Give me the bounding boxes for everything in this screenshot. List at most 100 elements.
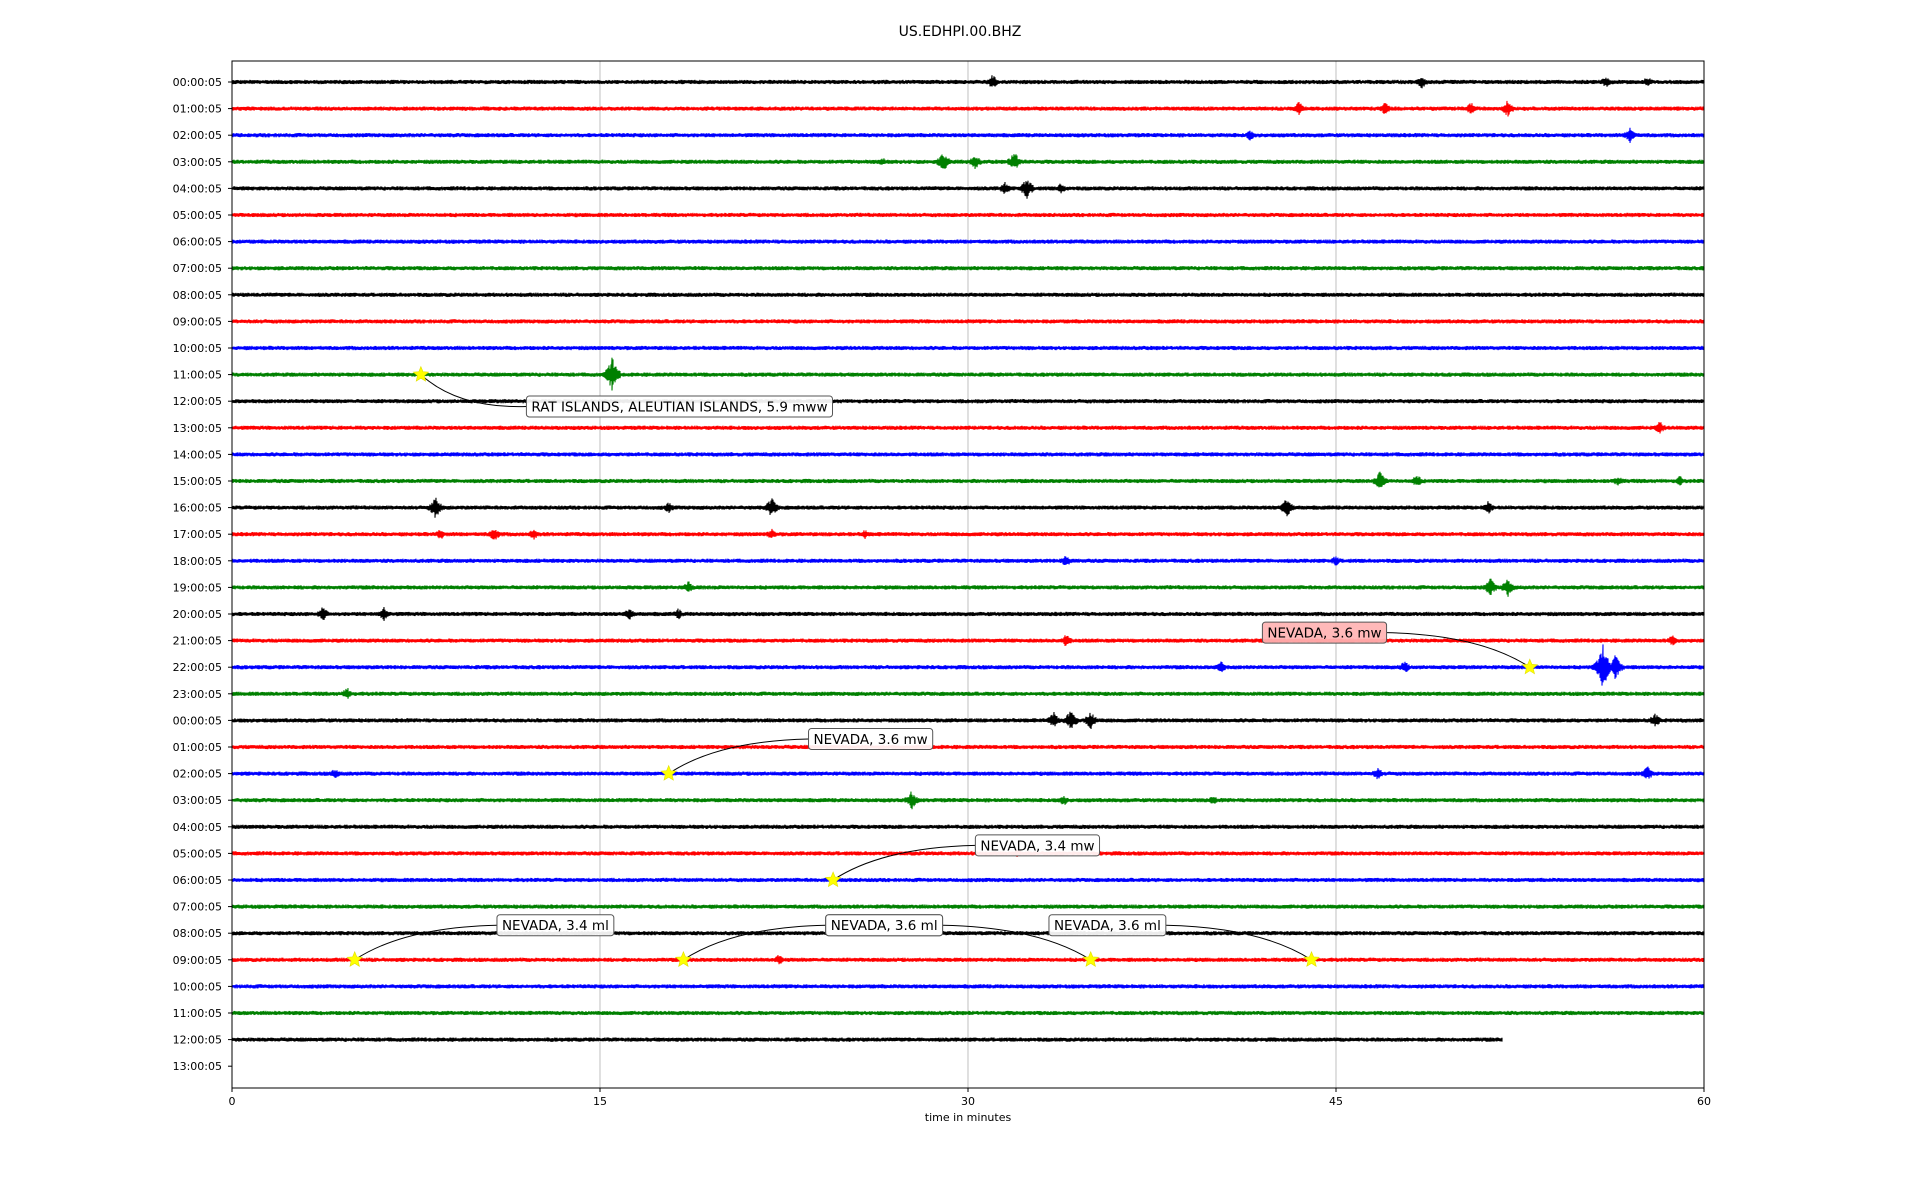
row-time-label: 00:00:05	[173, 714, 222, 727]
trace-row-31	[231, 904, 1705, 909]
event-annotation: NEVADA, 3.6 mw	[660, 728, 934, 781]
x-tick-label: 0	[229, 1095, 236, 1108]
trace-row-17	[231, 528, 1705, 540]
event-star-marker	[346, 951, 364, 967]
trace-row-34	[231, 984, 1705, 989]
row-time-label: 23:00:05	[173, 688, 222, 701]
row-time-label: 01:00:05	[173, 741, 222, 754]
trace-row-14	[231, 452, 1705, 457]
trace-row-36	[231, 1037, 1503, 1042]
row-time-label: 11:00:05	[173, 369, 222, 382]
event-annotation: RAT ISLANDS, ALEUTIAN ISLANDS, 5.9 mww	[412, 365, 834, 418]
event-label: RAT ISLANDS, ALEUTIAN ISLANDS, 5.9 mww	[531, 400, 827, 416]
trace-row-30	[231, 877, 1705, 883]
trace-row-11	[231, 357, 1705, 391]
row-time-label: 12:00:05	[173, 1034, 222, 1047]
trace-row-22	[231, 644, 1705, 686]
event-annotation: NEVADA, 3.4 mw	[824, 834, 1101, 888]
event-connector	[1165, 924, 1312, 961]
event-star-marker	[824, 871, 842, 888]
row-time-label: 13:00:05	[173, 1060, 222, 1073]
event-connector	[668, 738, 809, 775]
chart-title: US.EDHPI.00.BHZ	[899, 24, 1022, 40]
x-tick-label: 15	[593, 1095, 607, 1108]
event-connector	[832, 844, 976, 881]
event-label-box	[974, 834, 1101, 857]
event-annotation: NEVADA, 3.6 mw	[1261, 621, 1539, 675]
x-tick-label: 45	[1329, 1095, 1343, 1108]
trace-row-15	[231, 471, 1705, 488]
trace-row-18	[231, 556, 1705, 566]
row-time-label: 17:00:05	[173, 528, 222, 541]
trace-row-24	[231, 711, 1705, 730]
event-label-box	[1048, 914, 1167, 937]
row-time-label: 13:00:05	[173, 422, 222, 435]
event-label-box	[496, 914, 615, 937]
trace-row-4	[231, 180, 1705, 199]
row-time-label: 07:00:05	[173, 901, 222, 914]
trace-row-6	[231, 239, 1705, 244]
event-annotation: NEVADA, 3.4 ml	[346, 914, 615, 967]
annotation-layer: RAT ISLANDS, ALEUTIAN ISLANDS, 5.9 mww NE…	[346, 365, 1539, 967]
event-label: NEVADA, 3.6 mw	[1267, 626, 1381, 642]
event-connector	[1386, 632, 1531, 668]
row-time-label: 05:00:05	[173, 847, 222, 860]
trace-row-27	[231, 791, 1705, 810]
row-time-label: 10:00:05	[173, 342, 222, 355]
event-label-box	[825, 914, 944, 937]
event-label-box	[1261, 621, 1388, 644]
event-star-marker	[1303, 951, 1320, 967]
trace-row-7	[231, 265, 1705, 271]
event-connector	[942, 924, 1091, 961]
row-time-label: 10:00:05	[173, 980, 222, 993]
trace-row-12	[231, 398, 1705, 404]
event-label: NEVADA, 3.6 ml	[1054, 918, 1161, 934]
event-star-marker	[412, 365, 430, 382]
trace-row-20	[231, 607, 1705, 621]
row-time-label: 11:00:05	[173, 1007, 222, 1020]
event-star-marker	[1082, 951, 1100, 967]
x-tick-label: 60	[1697, 1095, 1711, 1108]
row-time-label: 03:00:05	[173, 794, 222, 807]
row-time-label: 09:00:05	[173, 315, 222, 328]
event-connector	[683, 924, 826, 961]
row-time-label: 20:00:05	[173, 608, 222, 621]
x-tick-label: 30	[961, 1095, 975, 1108]
trace-row-26	[231, 766, 1705, 780]
trace-row-10	[231, 345, 1705, 351]
row-time-label: 09:00:05	[173, 954, 222, 967]
trace-row-16	[231, 497, 1705, 518]
trace-row-5	[231, 212, 1705, 218]
x-axis-label: time in minutes	[925, 1111, 1012, 1124]
trace-row-13	[231, 422, 1705, 434]
row-time-label: 08:00:05	[173, 927, 222, 940]
trace-layer	[231, 75, 1705, 1042]
trace-row-19	[231, 578, 1705, 597]
row-time-label: 08:00:05	[173, 289, 222, 302]
event-star-marker	[1521, 658, 1539, 675]
event-label: NEVADA, 3.4 ml	[502, 918, 609, 934]
row-time-label: 04:00:05	[173, 821, 222, 834]
trace-row-3	[231, 154, 1705, 169]
event-connector	[354, 924, 497, 961]
row-time-label: 01:00:05	[173, 103, 222, 116]
event-label: NEVADA, 3.6 ml	[831, 918, 938, 934]
event-star-marker	[660, 764, 678, 781]
event-connector	[420, 374, 527, 408]
trace-row-9	[231, 319, 1705, 324]
row-time-label: 16:00:05	[173, 502, 222, 515]
trace-row-8	[231, 292, 1705, 298]
row-time-label: 05:00:05	[173, 209, 222, 222]
row-time-label: 00:00:05	[173, 76, 222, 89]
row-time-label: 02:00:05	[173, 129, 222, 142]
event-annotation: NEVADA, 3.6 ml	[825, 914, 1100, 967]
row-time-label: 06:00:05	[173, 236, 222, 249]
row-time-label: 14:00:05	[173, 448, 222, 461]
row-time-label: 07:00:05	[173, 262, 222, 275]
row-time-label: 18:00:05	[173, 555, 222, 568]
trace-row-35	[231, 1010, 1705, 1016]
y-tick-layer: 00:00:05 01:00:05 02:00:05 03:00:05 04:00:05…	[173, 76, 232, 1073]
row-time-label: 03:00:05	[173, 156, 222, 169]
event-annotation: NEVADA, 3.6 ml	[1048, 914, 1320, 967]
